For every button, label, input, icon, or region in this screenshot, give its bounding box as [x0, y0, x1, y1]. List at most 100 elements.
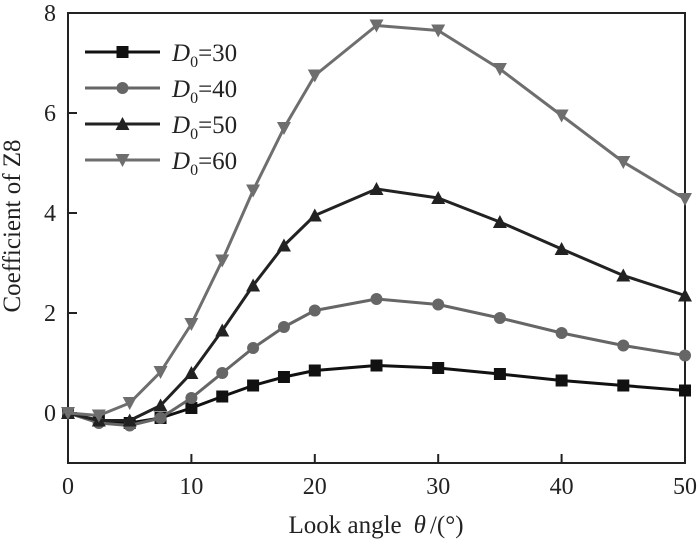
legend-label: D0=60	[171, 148, 237, 179]
y-tick-label: 6	[44, 101, 56, 127]
data-point	[246, 278, 261, 292]
data-point	[554, 242, 569, 255]
data-point	[216, 390, 229, 403]
x-tick-label: 20	[303, 474, 327, 500]
legend-label-main: D	[171, 112, 190, 139]
data-point	[617, 379, 630, 392]
y-axis: 0 2 4 6 8	[44, 1, 77, 427]
data-point	[431, 191, 446, 204]
series-4	[61, 19, 692, 423]
data-point	[215, 254, 230, 268]
data-point	[492, 215, 507, 228]
data-point	[122, 413, 137, 427]
data-point	[185, 402, 198, 414]
data-point	[370, 293, 383, 305]
data-point	[276, 238, 291, 252]
legend-marker	[115, 117, 130, 130]
data-point	[276, 122, 291, 135]
x-tick-label: 0	[62, 474, 74, 500]
data-point	[307, 208, 322, 222]
y-tick-label: 0	[44, 401, 56, 427]
plot-frame	[67, 12, 686, 464]
series-layer	[61, 19, 692, 432]
data-point	[431, 24, 446, 38]
data-point	[678, 193, 692, 206]
legend-label-value: =50	[198, 112, 237, 139]
data-point	[493, 368, 506, 380]
data-point	[369, 182, 384, 195]
x-axis-label-text: Look angle	[288, 512, 401, 539]
data-point	[307, 69, 322, 83]
legend-label: D0=40	[171, 76, 237, 107]
data-point	[154, 412, 167, 424]
legend-label-subscript: 0	[190, 126, 198, 143]
data-point	[555, 374, 568, 387]
data-point	[554, 109, 569, 123]
legend-item: D0=40	[85, 76, 237, 107]
data-point	[184, 318, 199, 331]
data-point	[679, 349, 691, 362]
data-point	[122, 397, 137, 410]
x-tick-label: 10	[179, 474, 203, 500]
data-point	[369, 19, 384, 33]
data-point	[277, 321, 290, 333]
legend-label-main: D	[171, 148, 190, 175]
x-axis-label-unit: /(°)	[430, 512, 464, 539]
data-point	[308, 364, 321, 377]
data-point	[679, 384, 691, 397]
data-point	[493, 312, 506, 324]
legend-label-value: =30	[198, 40, 237, 67]
x-axis: 0 10 20 30 40 50	[62, 454, 697, 500]
data-point	[216, 367, 229, 379]
legend-label-subscript: 0	[190, 54, 198, 71]
legend-item: D0=30	[85, 40, 237, 71]
data-point	[432, 362, 445, 374]
legend-item: D0=60	[85, 148, 237, 179]
data-point	[153, 366, 168, 379]
x-axis-label-symbol: θ	[414, 512, 426, 539]
plot-border	[67, 12, 686, 464]
x-tick-label: 40	[550, 474, 574, 500]
legend-label-main: D	[171, 76, 190, 103]
data-point	[153, 398, 168, 412]
y-axis-label: Coefficient of Z8	[0, 139, 26, 312]
data-point	[555, 327, 568, 339]
x-tick-label: 30	[426, 474, 450, 500]
legend-label-value: =40	[198, 76, 237, 103]
x-tick-label: 50	[673, 474, 697, 500]
data-point	[277, 371, 290, 383]
data-point	[91, 409, 106, 423]
legend-marker	[116, 46, 129, 58]
data-point	[492, 63, 507, 76]
data-point	[185, 392, 198, 404]
data-point	[432, 298, 445, 311]
legend-label-subscript: 0	[190, 90, 198, 107]
data-point	[247, 379, 260, 392]
legend-marker	[115, 154, 130, 167]
data-point	[308, 304, 321, 317]
data-point	[184, 366, 199, 379]
data-point	[370, 359, 383, 372]
legend-label-value: =60	[198, 148, 237, 175]
data-point	[617, 339, 630, 352]
data-point	[678, 288, 692, 302]
series-line	[67, 24, 686, 417]
y-tick-label: 8	[44, 1, 56, 27]
legend-label-subscript: 0	[190, 162, 198, 179]
legend-label: D0=30	[171, 40, 237, 71]
y-tick-label: 2	[44, 301, 56, 327]
data-point	[247, 342, 260, 354]
data-point	[246, 184, 261, 198]
legend-marker	[116, 82, 129, 94]
data-point	[616, 156, 631, 169]
data-point	[61, 407, 75, 420]
x-axis-label: Look angle θ/(°)	[288, 512, 463, 539]
data-point	[215, 323, 230, 337]
legend-label: D0=50	[171, 112, 237, 143]
y-tick-label: 4	[44, 201, 56, 227]
legend-item: D0=50	[85, 112, 237, 143]
data-point	[616, 268, 631, 282]
legend-label-main: D	[171, 40, 190, 67]
